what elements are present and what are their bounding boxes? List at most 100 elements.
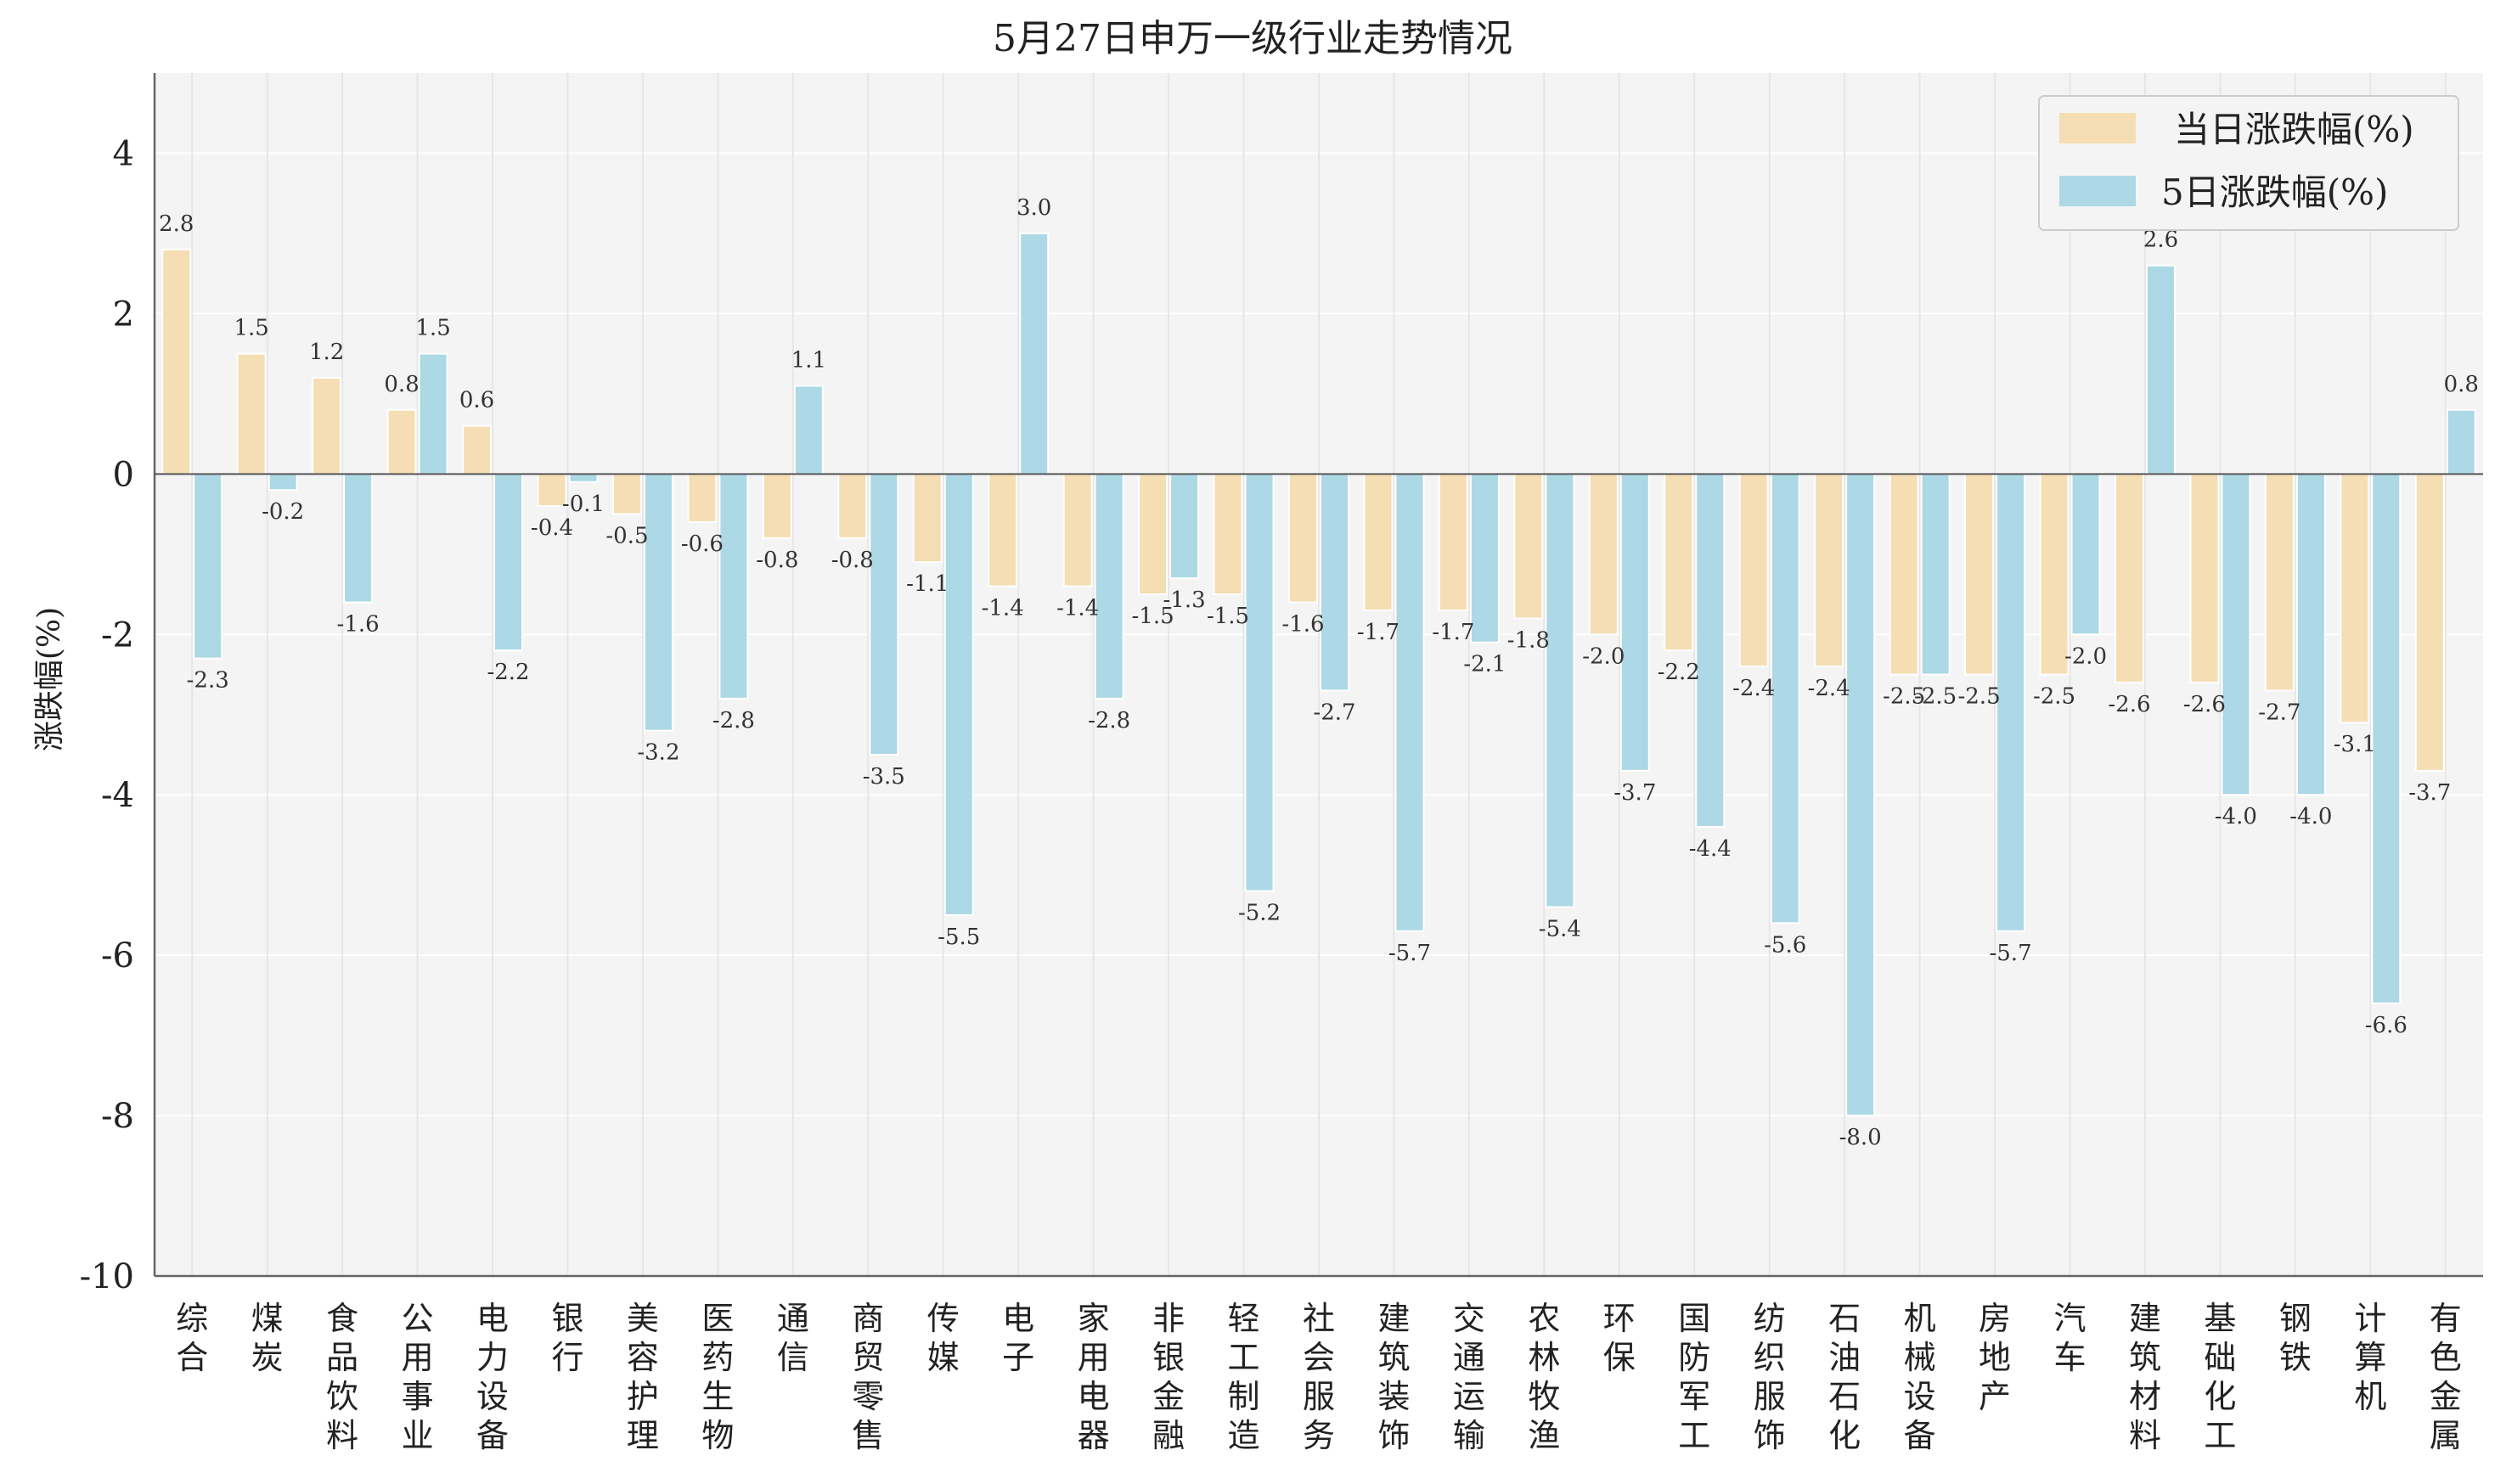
data-label-5day: -5.6 — [1764, 932, 1806, 958]
data-label-5day: -2.8 — [712, 708, 755, 734]
data-label-daily: -1.5 — [1207, 604, 1249, 629]
data-label-5day: -3.2 — [637, 740, 679, 766]
bar-daily — [1889, 473, 1919, 676]
bar-daily — [161, 248, 192, 475]
y-tick-label: -6 — [101, 936, 134, 975]
chart-title: 5月27日申万一级行业走势情况 — [993, 17, 1512, 60]
bar-daily — [912, 473, 943, 564]
bar-5day — [1320, 473, 1349, 692]
data-label-5day: -3.7 — [1613, 780, 1656, 806]
bar-daily — [312, 376, 342, 475]
data-label-5day: -1.3 — [1163, 587, 1206, 613]
x-tick-label: 公用事业 — [402, 1300, 434, 1454]
data-label-5day: -2.8 — [1088, 708, 1130, 734]
bar-5day — [793, 385, 824, 475]
bar-daily — [1438, 473, 1468, 611]
x-tick-label: 煤炭 — [251, 1300, 284, 1376]
data-label-5day: -5.7 — [1388, 941, 1431, 966]
bar-daily — [2414, 473, 2445, 772]
bar-5day — [2295, 473, 2326, 796]
bar-5day — [2221, 473, 2251, 796]
bar-daily — [1288, 473, 1318, 604]
x-tick-label: 食品饮料 — [326, 1300, 358, 1454]
bar-daily — [1513, 473, 1544, 620]
data-label-5day: -5.7 — [1989, 941, 2031, 966]
data-label-5day: 0.8 — [2444, 372, 2479, 397]
data-label-daily: -0.6 — [681, 531, 724, 557]
x-tick-label: 房地产 — [1979, 1300, 2011, 1415]
x-tick-label: 商贸零售 — [852, 1300, 884, 1454]
y-tick-label: -4 — [101, 776, 134, 815]
data-label-5day: -5.2 — [1238, 901, 1281, 926]
data-label-5day: -3.5 — [863, 764, 905, 790]
bar-daily — [2340, 473, 2370, 724]
data-label-5day: -5.4 — [1539, 916, 1581, 942]
bar-5day — [1169, 473, 1200, 580]
y-tick-label: -8 — [101, 1097, 134, 1136]
data-label-5day: -2.7 — [1313, 700, 1355, 725]
bar-5day — [869, 473, 899, 756]
bar-daily — [837, 473, 868, 539]
bar-5day — [1094, 473, 1124, 700]
bar-5day — [718, 473, 749, 700]
x-tick-label: 纺织服饰 — [1754, 1300, 1786, 1454]
bar-daily — [537, 473, 567, 508]
bar-daily — [1588, 473, 1619, 636]
data-label-daily: -0.4 — [531, 515, 573, 541]
data-label-5day: 1.5 — [415, 316, 450, 341]
data-label-5day: -0.1 — [562, 492, 605, 517]
bar-daily — [988, 473, 1018, 587]
bar-5day — [418, 352, 448, 475]
data-label-daily: -2.5 — [1883, 684, 1925, 710]
bar-5day — [1019, 232, 1050, 475]
bar-daily — [1363, 473, 1394, 611]
bar-5day — [1996, 473, 2026, 932]
y-tick-label: 2 — [113, 295, 134, 334]
x-tick-label: 汽车 — [2054, 1300, 2086, 1376]
bar-daily — [1138, 473, 1169, 596]
x-tick-label: 非银金融 — [1152, 1300, 1185, 1454]
bar-5day — [193, 473, 223, 660]
data-label-daily: -3.1 — [2334, 732, 2376, 757]
data-label-5day: -2.3 — [187, 668, 229, 694]
bar-daily — [236, 352, 267, 475]
x-tick-label: 电力设备 — [476, 1300, 509, 1454]
bar-5day — [2446, 408, 2476, 475]
legend-label-5day: 5日涨跌幅(%) — [2161, 171, 2388, 213]
legend-swatch-daily — [2059, 113, 2136, 143]
x-tick-label: 交通运输 — [1453, 1300, 1485, 1454]
data-label-5day: -2.2 — [487, 660, 529, 685]
bar-daily — [1964, 473, 1995, 676]
x-tick-label: 美容护理 — [627, 1300, 659, 1454]
data-label-daily: -1.6 — [1281, 611, 1324, 637]
bar-5day — [943, 473, 974, 916]
data-label-daily: -2.6 — [2183, 692, 2226, 717]
x-tick-label: 轻工制造 — [1228, 1300, 1260, 1454]
bar-5day — [1619, 473, 1650, 772]
data-label-5day: -2.0 — [2064, 644, 2107, 669]
data-label-daily: 0.8 — [384, 372, 419, 397]
bar-daily — [1062, 473, 1093, 587]
legend: 当日涨跌幅(%) 5日涨跌幅(%) — [2038, 95, 2459, 231]
y-tick-label: 0 — [113, 455, 134, 494]
x-tick-label: 医药生物 — [701, 1300, 734, 1454]
x-tick-label: 综合 — [176, 1300, 208, 1376]
bar-daily — [1814, 473, 1844, 668]
x-tick-label: 通信 — [777, 1300, 809, 1376]
data-label-daily: -1.7 — [1357, 620, 1399, 645]
bar-daily — [1738, 473, 1769, 668]
bar-5day — [1394, 473, 1425, 932]
bar-5day — [643, 473, 673, 732]
data-label-5day: -6.6 — [2365, 1013, 2407, 1038]
bar-daily — [1213, 473, 1243, 596]
data-label-daily: -2.5 — [2033, 684, 2075, 710]
data-label-5day: -1.6 — [337, 611, 380, 637]
x-tick-label: 电子 — [1002, 1300, 1034, 1376]
x-tick-label: 机械设备 — [1904, 1300, 1936, 1454]
data-label-daily: -1.8 — [1507, 627, 1550, 653]
bar-daily — [762, 473, 792, 539]
bar-5day — [1695, 473, 1726, 828]
data-label-daily: -1.4 — [1056, 596, 1099, 621]
legend-swatch-5day — [2059, 176, 2136, 206]
